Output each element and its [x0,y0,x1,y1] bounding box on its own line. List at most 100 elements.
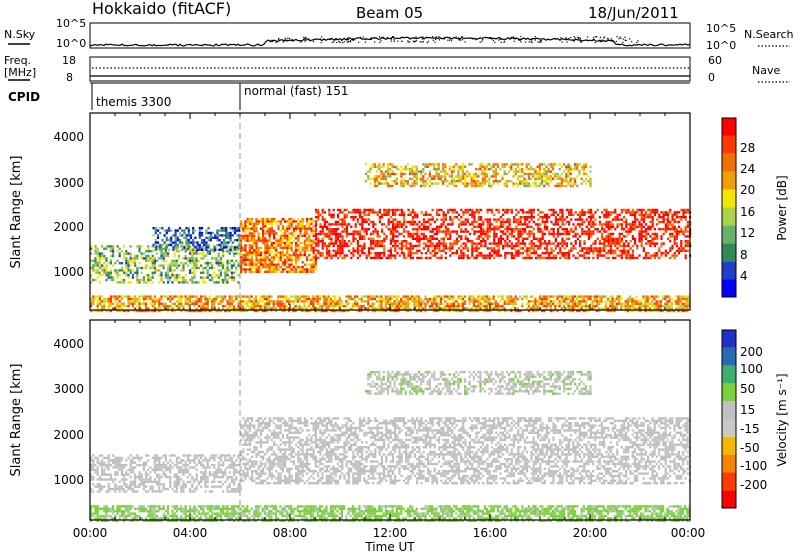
echo-cell [469,213,472,216]
echo-cell [318,307,321,310]
echo-cell [263,305,266,308]
echo-cell [387,223,390,226]
echo-cell [303,244,306,247]
echo-cell [180,305,183,308]
echo-cell [339,252,342,255]
echo-cell [667,211,670,214]
echo-cell [251,237,254,240]
echo-cell [444,216,447,219]
echo-cell [574,307,577,310]
echo-cell [411,300,414,303]
nsky-trace [89,36,691,47]
echo-cell [255,261,258,264]
echo-cell [447,228,450,231]
echo-cell [532,302,535,305]
echo-cell [486,225,489,228]
echo-cell [206,307,209,310]
echo-cell [539,230,542,233]
echo-cell [295,256,298,259]
echo-cell [640,232,643,236]
echo-cell [678,211,681,214]
echo-cell [343,256,346,260]
echo-cell [384,180,387,183]
echo-cell [348,232,351,236]
echo-cell [182,264,185,267]
echo-cell [684,225,687,228]
echo-cell [345,225,348,228]
echo-cell [204,281,207,284]
echo-cell [107,262,110,265]
echo-cell [600,307,603,310]
echo-cell [384,295,387,298]
echo-cell [673,230,676,233]
nsearch-dot [427,40,429,42]
echo-cell [638,223,641,226]
echo-cell [574,302,577,305]
echo-cell [409,211,412,214]
nsky-panel [89,22,691,49]
echo-cell [647,225,650,228]
echo-cell [590,213,593,216]
echo-cell [125,274,128,277]
echo-cell [482,232,485,236]
echo-cell [488,218,491,221]
echo-cell [667,220,670,224]
echo-cell [197,309,200,313]
echo-cell [306,263,309,266]
echo-cell [292,300,295,303]
echo-cell [175,300,178,303]
echo-cell [279,251,282,254]
echo-cell [642,256,645,260]
echo-cell [96,250,99,253]
echo-cell [220,248,223,251]
echo-cell [455,211,458,214]
echo-cell [574,256,577,260]
echo-cell [380,172,383,176]
echo-cell [319,252,322,255]
echo-cell [184,295,187,298]
echo-cell [471,208,474,212]
nsearch-dot [475,39,477,41]
echo-cell [414,244,417,248]
echo-cell [219,262,222,265]
echo-cell [103,302,106,305]
echo-cell [644,302,647,305]
echo-cell [392,230,395,233]
echo-cell [433,247,436,250]
echo-cell [466,249,469,252]
echo-cell [505,295,508,298]
echo-cell [145,257,148,260]
echo-cell [327,302,330,305]
echo-cell [268,305,271,308]
echo-cell [620,218,623,221]
echo-cell [416,249,419,252]
echo-cell [450,295,453,298]
echo-cell [109,262,112,265]
echo-cell [427,220,430,224]
echo-cell [227,234,230,237]
echo-cell [495,228,498,231]
echo-cell [345,213,348,216]
echo-cell [389,237,392,240]
echo-cell [312,295,315,298]
echo-cell [329,300,332,303]
echo-cell [506,252,509,255]
echo-cell [615,307,618,310]
echo-cell [387,220,390,224]
echo-cell [167,276,170,279]
echo-cell [601,249,604,252]
echo-cell [189,262,192,265]
echo-cell [436,242,439,245]
echo-cell [359,230,362,233]
echo-cell [328,223,331,226]
echo-cell [431,307,434,310]
echo-cell [264,263,267,266]
echo-cell [567,305,570,308]
nsearch-dot [580,41,582,43]
echo-cell [228,295,231,298]
echo-cell [367,218,370,221]
echo-cell [495,232,498,236]
echo-cell [279,234,282,238]
echo-cell [670,297,673,301]
nsearch-dot [401,40,403,42]
